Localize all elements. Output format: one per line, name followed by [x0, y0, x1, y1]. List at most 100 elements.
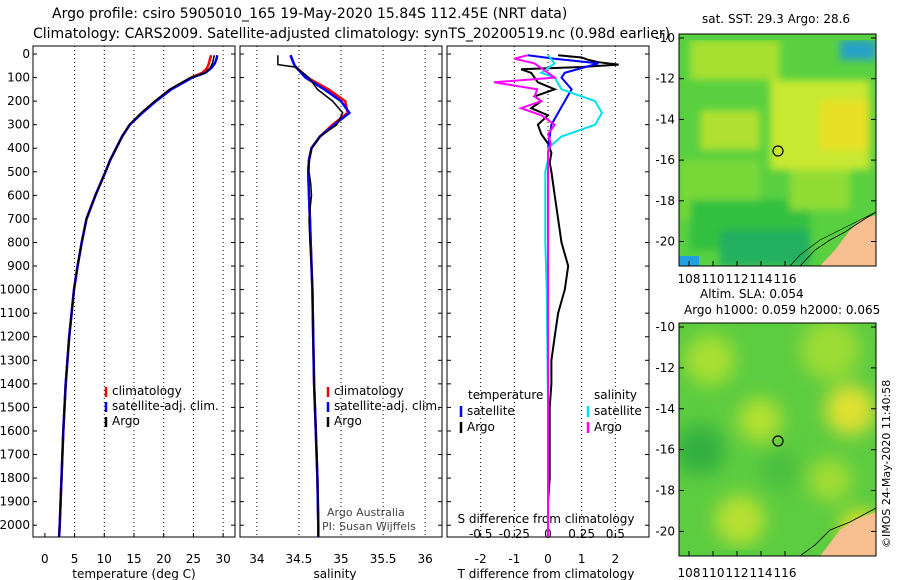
sst-lat-tick-label: -14 — [655, 112, 675, 126]
diff-line-s-argo — [493, 54, 558, 537]
diff-t-tick-label: 0 — [544, 552, 552, 566]
y-tick-label: 1700 — [0, 448, 30, 462]
sla-lon-tick-label: 116 — [774, 566, 797, 580]
y-tick-label: 400 — [7, 141, 30, 155]
diff-s-axis-label: S difference from climatology — [458, 512, 635, 526]
temp-legend-label: climatology — [112, 384, 182, 398]
sla-lat-tick-label: -18 — [655, 484, 675, 498]
y-tick-label: 1300 — [0, 353, 30, 367]
sal-line-argo — [277, 55, 344, 537]
y-tick-label: 200 — [7, 94, 30, 108]
diff-s-tick-label: -0.25 — [499, 527, 530, 541]
diff-s-tick-label: 0.25 — [568, 527, 595, 541]
sst-lat-tick-label: -18 — [655, 194, 675, 208]
sal-x-tick-label: 34.5 — [286, 552, 313, 566]
sal-x-tick-label: 35.5 — [370, 552, 397, 566]
y-tick-label: 1600 — [0, 424, 30, 438]
y-tick-label: 900 — [7, 259, 30, 273]
sst-lat-tick-label: -20 — [655, 235, 675, 249]
temp-line-argo — [58, 55, 215, 538]
y-tick-label: 0 — [22, 47, 30, 61]
diff-t-tick-label: -1 — [508, 552, 520, 566]
sla-lon-tick-label: 114 — [750, 566, 773, 580]
figure-title-line2: Climatology: CARS2009. Satellite-adjuste… — [33, 26, 671, 42]
sal-line-climatology — [289, 54, 350, 537]
diff-legend-label: Argo — [467, 420, 495, 434]
sst-lat-tick-label: -12 — [655, 72, 675, 86]
sal-axis-label: salinity — [313, 567, 356, 580]
sal-annotation-line2: PI: Susan Wijffels — [322, 520, 416, 533]
sal-x-tick-label: 34 — [249, 552, 264, 566]
temp-x-tick-label: 20 — [156, 552, 171, 566]
sla-lon-tick-label: 108 — [678, 566, 701, 580]
y-tick-label: 600 — [7, 188, 30, 202]
temp-x-tick-label: 0 — [41, 552, 49, 566]
sst-lon-tick-label: 114 — [750, 272, 773, 286]
sst-argo-location-marker — [772, 145, 784, 157]
sst-lon-tick-label: 110 — [702, 272, 725, 286]
y-tick-label: 2000 — [0, 518, 30, 532]
temp-x-tick-label: 5 — [71, 552, 79, 566]
sla-lon-tick-label: 112 — [726, 566, 749, 580]
diff-legend-label: satellite — [467, 404, 515, 418]
temp-x-tick-label: 10 — [97, 552, 112, 566]
sst-lat-tick-label: -16 — [655, 153, 675, 167]
sst-land-patch — [820, 215, 876, 266]
temp-legend-label: satellite-adj. clim. — [112, 399, 219, 413]
temp-x-tick-label: 15 — [126, 552, 141, 566]
sst-bathymetry-contour — [789, 211, 876, 266]
y-tick-label: 1200 — [0, 330, 30, 344]
y-tick-label: 800 — [7, 235, 30, 249]
temp-line-satelliteadjclim — [57, 54, 219, 538]
diff-s-tick-label: 0.5 — [606, 527, 625, 541]
sla-lat-tick-label: -14 — [655, 402, 675, 416]
sla-lat-tick-label: -16 — [655, 443, 675, 457]
diff-s-tick-label: -0.5 — [469, 527, 492, 541]
sla-lat-tick-label: -10 — [655, 320, 675, 334]
y-tick-label: 1500 — [0, 400, 30, 414]
sst-lon-tick-label: 116 — [774, 272, 797, 286]
temp-x-tick-label: 25 — [186, 552, 201, 566]
y-tick-label: 1800 — [0, 471, 30, 485]
sst-lat-tick-label: -10 — [655, 31, 675, 45]
figure-title-line1: Argo profile: csiro 5905010_165 19-May-2… — [52, 6, 568, 22]
sst-lon-tick-label: 108 — [678, 272, 701, 286]
sla-map — [679, 323, 876, 556]
diff-legend-label: Argo — [594, 420, 622, 434]
diff-legend-label: satellite — [594, 404, 642, 418]
diff-t-tick-label: -2 — [475, 552, 487, 566]
sal-line-satelliteadjclim — [289, 54, 352, 537]
sal-x-tick-label: 35 — [333, 552, 348, 566]
y-tick-label: 100 — [7, 71, 30, 85]
y-tick-label: 1900 — [0, 495, 30, 509]
diff-legend-header-salinity: salinity — [594, 388, 637, 402]
y-tick-label: 700 — [7, 212, 30, 226]
sla-map-title-line2: Argo h1000: 0.059 h2000: 0.065 — [684, 303, 881, 317]
sla-map-title-line1: Altim. SLA: 0.054 — [700, 287, 804, 301]
sal-legend-label: satellite-adj. clim. — [334, 399, 441, 413]
temp-legend-label: Argo — [112, 414, 140, 428]
y-tick-label: 1000 — [0, 283, 30, 297]
y-tick-label: 1100 — [0, 306, 30, 320]
temp-axis-label: temperature (deg C) — [72, 567, 195, 580]
sal-legend-label: climatology — [334, 384, 404, 398]
sla-lon-tick-label: 110 — [702, 566, 725, 580]
sst-map-title: sat. SST: 29.3 Argo: 28.6 — [702, 12, 851, 26]
sal-x-tick-label: 36 — [418, 552, 433, 566]
diff-t-tick-label: 1 — [578, 552, 586, 566]
sst-lon-tick-label: 112 — [726, 272, 749, 286]
diff-t-tick-label: 2 — [612, 552, 620, 566]
temp-x-tick-label: 30 — [215, 552, 230, 566]
sal-legend-label: Argo — [334, 414, 362, 428]
y-tick-label: 1400 — [0, 377, 30, 391]
sst-coastline — [799, 211, 876, 266]
diff-t-axis-label: T difference from climatology — [457, 567, 635, 580]
diff-legend-header-temperature: temperature — [468, 388, 543, 402]
diff-line-t-argo — [520, 54, 619, 537]
sst-map — [679, 34, 876, 266]
sla-lat-tick-label: -12 — [655, 361, 675, 375]
temp-line-climatology — [57, 54, 213, 538]
sal-annotation-line1: Argo Australia — [327, 506, 405, 519]
y-tick-label: 500 — [7, 165, 30, 179]
